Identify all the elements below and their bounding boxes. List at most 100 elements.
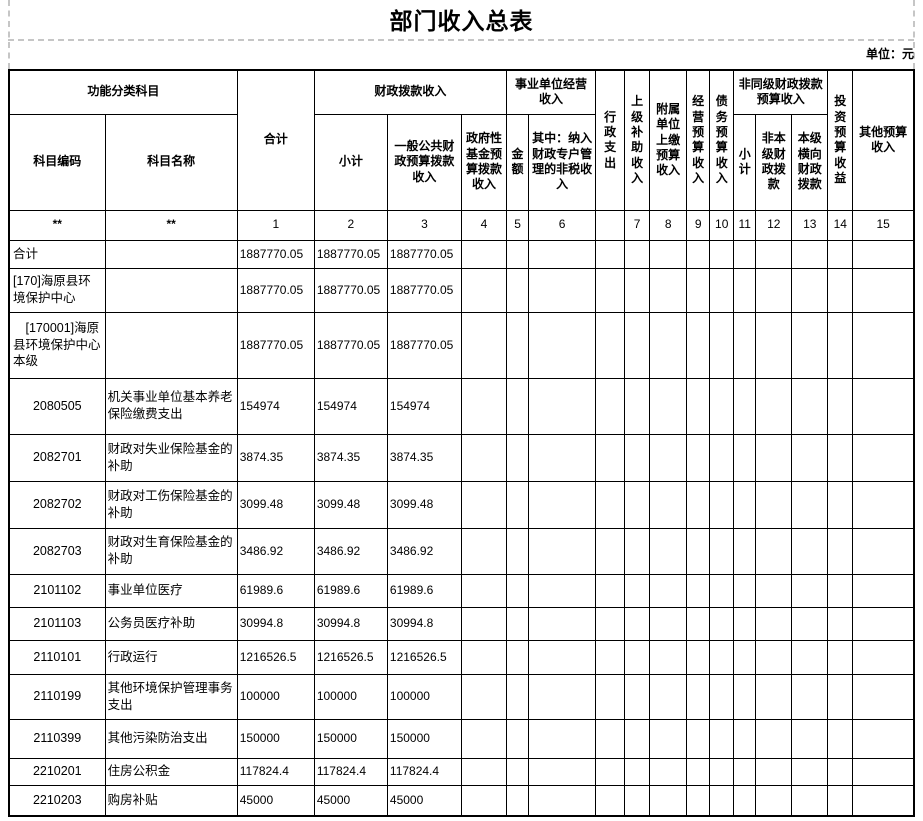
col-index: ** [8, 209, 106, 241]
cell-empty [755, 527, 793, 575]
cell-empty [528, 606, 597, 641]
cell-empty [506, 527, 530, 575]
cell-subject-name: 财政对工伤保险基金的补助 [104, 480, 238, 529]
cell-empty [624, 718, 651, 759]
cell-empty [460, 311, 508, 379]
col-index: 15 [852, 209, 915, 241]
col-header-other-budget-income-label: 其他预算收入 [859, 124, 908, 155]
cell-empty [755, 718, 793, 759]
cell-empty [686, 784, 711, 817]
table-row: 2082701 财政对失业保险基金的补助 3874.35 3874.35 3874.35 [8, 433, 915, 482]
col-header-business-operating-income: 事业单位经营收入 [506, 69, 597, 115]
cell-empty [528, 639, 597, 675]
col-index: ** [104, 209, 238, 241]
cell-total: 3486.92 [236, 527, 315, 575]
cell-empty [649, 784, 688, 817]
cell-empty [791, 377, 829, 435]
cell-empty [506, 377, 530, 435]
cell-empty [852, 480, 915, 529]
cell-empty [755, 673, 793, 720]
cell-empty [709, 718, 735, 759]
cell-funding-subtotal: 154974 [313, 377, 388, 435]
cell-empty [852, 757, 915, 786]
page-break-line-right [913, 0, 915, 69]
cell-empty [649, 377, 688, 435]
col-header-fiscal-appropriation-income: 财政拨款收入 [313, 69, 508, 115]
cell-empty [624, 239, 651, 269]
index-row: ** ** 1 2 3 4 5 6 7 8 9 10 11 12 13 14 15 [8, 209, 915, 241]
cell-empty [755, 573, 793, 608]
col-index: 13 [791, 209, 829, 241]
cell-empty [852, 573, 915, 608]
cell-empty [624, 757, 651, 786]
table-row: 2101103 公务员医疗补助 30994.8 30994.8 30994.8 [8, 606, 915, 641]
cell-empty [733, 606, 757, 641]
col-header-subject-code: 科目编码 [8, 113, 106, 211]
cell-empty [709, 673, 735, 720]
cell-empty [827, 480, 854, 529]
cell-empty [624, 606, 651, 641]
cell-subject-code: [170]海原县环境保护中心 [8, 267, 106, 313]
income-summary-table: 功能分类科目 合计 财政拨款收入 事业单位经营收入 行政支出 上级补助收入 附属… [8, 69, 915, 817]
cell-subject-name: 公务员医疗补助 [104, 606, 238, 641]
cell-empty [827, 784, 854, 817]
cell-empty [686, 639, 711, 675]
cell-empty [460, 784, 508, 817]
cell-total: 154974 [236, 377, 315, 435]
cell-empty [595, 718, 626, 759]
table-row: 合计 1887770.05 1887770.05 1887770.05 [8, 239, 915, 269]
cell-empty [791, 784, 829, 817]
cell-empty [528, 239, 597, 269]
cell-empty [528, 718, 597, 759]
cell-empty [686, 267, 711, 313]
cell-empty [709, 606, 735, 641]
cell-empty [733, 784, 757, 817]
cell-empty [506, 267, 530, 313]
col-header-affiliated-unit-income: 附属单位上缴预算收入 [649, 69, 688, 211]
cell-empty [595, 606, 626, 641]
col-index: 11 [733, 209, 757, 241]
cell-subject-code: 2110199 [8, 673, 106, 720]
col-header-investment-budget-return-label: 投资预算收益 [834, 94, 847, 185]
cell-empty [827, 527, 854, 575]
table-row: 2210201 住房公积金 117824.4 117824.4 117824.4 [8, 757, 915, 786]
cell-empty [595, 267, 626, 313]
cell-empty [791, 267, 829, 313]
cell-empty [649, 757, 688, 786]
cell-empty [733, 673, 757, 720]
cell-empty [686, 480, 711, 529]
cell-empty [755, 639, 793, 675]
cell-empty [460, 527, 508, 575]
cell-empty [733, 527, 757, 575]
cell-subject-code: 2110399 [8, 718, 106, 759]
cell-empty [460, 757, 508, 786]
cell-empty [709, 639, 735, 675]
col-index: 1 [236, 209, 315, 241]
cell-empty [733, 311, 757, 379]
cell-empty [506, 718, 530, 759]
cell-empty [460, 377, 508, 435]
table-row: 2210203 购房补贴 45000 45000 45000 [8, 784, 915, 817]
header-row-2: 科目编码 科目名称 小计 一般公共财政预算拨款收入 政府性基金预算拨款收入 金额… [8, 113, 914, 211]
cell-empty [595, 673, 626, 720]
cell-empty [624, 377, 651, 435]
cell-empty [649, 606, 688, 641]
cell-empty [528, 527, 597, 575]
cell-empty [791, 239, 829, 269]
cell-empty [624, 784, 651, 817]
cell-funding-subtotal: 45000 [313, 784, 388, 817]
col-header-affiliated-unit-income-label: 附属单位上缴预算收入 [656, 101, 681, 178]
cell-subject-name: 财政对失业保险基金的补助 [104, 433, 238, 482]
col-index [595, 209, 626, 241]
cell-empty [686, 757, 711, 786]
cell-general-public-budget: 3099.48 [386, 480, 462, 529]
col-header-business-operating-income-label: 事业单位经营收入 [515, 76, 588, 107]
cell-empty [791, 573, 829, 608]
cell-empty [595, 573, 626, 608]
cell-empty [528, 267, 597, 313]
cell-empty [649, 673, 688, 720]
cell-empty [460, 639, 508, 675]
cell-empty [649, 718, 688, 759]
cell-empty [686, 573, 711, 608]
cell-subject-code: 合计 [8, 239, 106, 269]
